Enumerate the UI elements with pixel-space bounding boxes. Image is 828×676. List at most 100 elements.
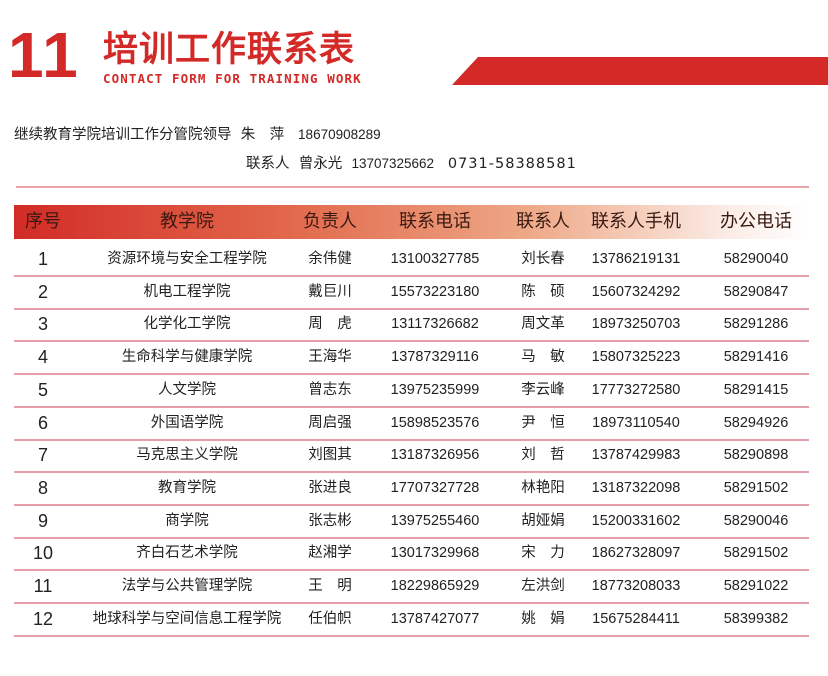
table-row: 12 地球科学与空间信息工程学院 任伯帜 13787427077 姚 娟 15675284… (14, 604, 809, 637)
cell-col-index: 7 (37, 445, 49, 466)
cell-col-college: 外国语学院 (150, 414, 224, 431)
cell-col-index: 2 (37, 281, 49, 302)
cell-col-office-phone: 58291286 (723, 316, 789, 333)
table-row: 6 外国语学院 周启强 15898523576 尹 恒 18973110540 582949… (14, 408, 809, 441)
cell-col-head: 张进良 (308, 479, 352, 496)
cell-col-contact: 周文革 (521, 316, 565, 333)
cell-col-contact-mobile: 18627328097 (591, 545, 681, 562)
contact-tel: 0731-58388581 (447, 156, 577, 172)
cell-col-index: 12 (32, 608, 54, 629)
contact-phone: 13707325662 (351, 156, 435, 171)
cell-col-office-phone: 58291415 (723, 381, 789, 398)
contact-name: 曾永光 (298, 156, 343, 172)
cell-col-head: 周 虎 (308, 316, 352, 333)
table-row: 3 化学化工学院 周 虎 13117326682 周文革 18973250703 58291… (14, 309, 809, 343)
cell-col-college: 化学化工学院 (143, 316, 231, 333)
cell-col-phone: 13975255460 (390, 512, 480, 529)
cell-col-phone: 13100327785 (390, 251, 480, 267)
cell-col-index: 4 (37, 347, 49, 368)
cell-col-head: 王海华 (308, 349, 352, 366)
cell-col-index: 6 (37, 412, 49, 433)
cell-col-index: 10 (32, 543, 54, 564)
table-row: 1 资源环境与安全工程学院 余伟健 13100327785 刘长春 13786219131… (14, 244, 809, 277)
cell-col-contact-mobile: 13786219131 (591, 251, 681, 267)
cell-col-contact-mobile: 18973110540 (592, 414, 680, 431)
header-col-contact-mobile: 联系人手机 (591, 211, 681, 232)
table-row: 8 教育学院 张进良 17707327728 林艳阳 13187322098 5829150… (14, 473, 809, 506)
cell-col-index: 3 (37, 314, 49, 335)
cell-col-college: 地球科学与空间信息工程学院 (92, 610, 282, 627)
cell-col-head: 曾志东 (308, 381, 352, 398)
cell-col-head: 周启强 (308, 414, 352, 431)
cell-col-office-phone: 58291502 (723, 479, 789, 496)
cell-col-head: 戴巨川 (308, 283, 352, 300)
cell-col-head: 王 明 (308, 578, 352, 594)
cell-col-contact: 刘长春 (521, 251, 565, 267)
page-title: 培训工作联系表 (103, 30, 356, 70)
cell-col-contact: 刘 哲 (521, 447, 565, 464)
cell-col-head: 任伯帜 (308, 610, 352, 627)
table-row: 2 机电工程学院 戴巨川 15573223180 陈 硕 15607324292 58290… (14, 277, 809, 310)
table-row: 9 商学院 张志彬 13975255460 胡娅娟 15200331602 58290046 (14, 506, 809, 539)
cell-col-contact-mobile: 15200331602 (591, 512, 681, 529)
cell-col-contact: 陈 硕 (521, 283, 565, 300)
cell-col-phone: 13017329968 (390, 545, 480, 562)
header-col-index: 序号 (25, 211, 61, 232)
cell-col-contact-mobile: 13187322098 (591, 479, 681, 496)
cell-col-index: 5 (37, 379, 49, 400)
cell-col-contact-mobile: 15675284411 (592, 610, 680, 627)
header-col-college: 教学院 (160, 211, 214, 232)
cell-col-phone: 13787329116 (391, 349, 479, 366)
header-col-phone: 联系电话 (399, 211, 471, 232)
header-col-office-phone: 办公电话 (720, 211, 792, 232)
cell-col-contact-mobile: 15807325223 (591, 349, 681, 366)
cell-col-college: 马克思主义学院 (136, 447, 238, 464)
table-row: 4 生命科学与健康学院 王海华 13787329116 马 敏 15807325223 58… (14, 342, 809, 376)
cell-col-contact: 李云峰 (521, 381, 565, 398)
cell-col-office-phone: 58290847 (723, 283, 789, 300)
cell-col-college: 商学院 (165, 512, 209, 529)
cell-col-contact-mobile: 15607324292 (591, 283, 681, 300)
cell-col-phone: 13975235999 (390, 381, 480, 398)
cell-col-head: 刘图其 (308, 447, 352, 464)
cell-col-college: 齐白石艺术学院 (136, 545, 238, 562)
cell-col-phone: 17707327728 (390, 479, 480, 496)
header-col-contact: 联系人 (516, 211, 570, 232)
cell-col-index: 11 (33, 576, 53, 596)
cell-col-contact: 马 敏 (521, 349, 565, 366)
cell-col-phone: 13117326682 (391, 316, 479, 333)
cell-col-phone: 15898523576 (390, 414, 480, 431)
leader-line: 继续教育学院培训工作分管院领导 朱 萍 18670908289 (14, 125, 381, 145)
cell-col-office-phone: 58290046 (723, 512, 789, 529)
leader-phone: 18670908289 (298, 127, 381, 142)
cell-col-college: 生命科学与健康学院 (121, 349, 253, 366)
table-row: 5 人文学院 曾志东 13975235999 李云峰 17773272580 5829141… (14, 375, 809, 408)
leader-name: 朱 萍 (240, 127, 285, 143)
header-accent-bar (452, 57, 828, 85)
cell-col-college: 教育学院 (158, 479, 216, 496)
cell-col-contact: 左洪剑 (521, 578, 565, 594)
table-row: 11 法学与公共管理学院 王 明 18229865929 左洪剑 18773208033 5… (14, 571, 809, 604)
cell-col-phone: 15573223180 (390, 283, 480, 300)
contact-line: 联系人 曾永光 13707325662 0731-58388581 (246, 154, 577, 174)
cell-col-office-phone: 58290898 (723, 447, 789, 464)
cell-col-head: 赵湘学 (308, 545, 352, 562)
cell-col-contact: 林艳阳 (521, 479, 565, 496)
cell-col-phone: 18229865929 (390, 578, 480, 594)
cell-col-head: 余伟健 (308, 251, 352, 267)
cell-col-contact-mobile: 18773208033 (591, 578, 681, 594)
cell-col-contact: 尹 恒 (521, 414, 565, 431)
cell-col-contact-mobile: 17773272580 (591, 381, 681, 398)
cell-col-contact: 宋 力 (521, 545, 565, 562)
cell-col-head: 张志彬 (308, 512, 352, 529)
cell-col-office-phone: 58291022 (723, 578, 789, 594)
table-row: 10 齐白石艺术学院 赵湘学 13017329968 宋 力 18627328097 582… (14, 538, 809, 572)
cell-col-contact: 姚 娟 (521, 610, 565, 627)
cell-col-index: 9 (37, 510, 49, 531)
table-row: 7 马克思主义学院 刘图其 13187326956 刘 哲 13787429983 5829… (14, 440, 809, 474)
cell-col-office-phone: 58290040 (723, 251, 789, 267)
cell-col-college: 人文学院 (158, 381, 216, 398)
contact-label: 联系人 (246, 156, 290, 172)
cell-col-college: 资源环境与安全工程学院 (107, 251, 267, 267)
cell-col-phone: 13187326956 (390, 447, 480, 464)
